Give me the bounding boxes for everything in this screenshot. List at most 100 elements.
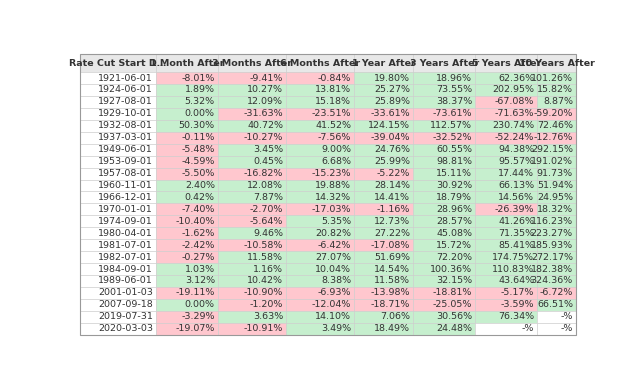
- Text: -7.56%: -7.56%: [318, 133, 351, 142]
- Text: 25.89%: 25.89%: [374, 97, 410, 106]
- Text: -71.63%: -71.63%: [495, 109, 534, 118]
- Bar: [286, 311, 355, 323]
- Text: 76.34%: 76.34%: [498, 312, 534, 321]
- Text: 0.00%: 0.00%: [185, 300, 215, 309]
- Bar: [537, 275, 576, 287]
- Bar: [286, 239, 355, 251]
- Bar: [286, 96, 355, 108]
- Text: 116.23%: 116.23%: [531, 217, 573, 226]
- Text: -6.72%: -6.72%: [540, 288, 573, 297]
- Bar: [156, 96, 218, 108]
- Bar: [218, 132, 286, 144]
- Bar: [476, 323, 537, 335]
- Text: 324.36%: 324.36%: [531, 276, 573, 285]
- Text: 18.79%: 18.79%: [436, 193, 472, 202]
- Bar: [156, 203, 218, 215]
- Bar: [80, 287, 156, 299]
- Text: -25.05%: -25.05%: [433, 300, 472, 309]
- Bar: [80, 263, 156, 275]
- Text: 13.81%: 13.81%: [315, 85, 351, 94]
- Bar: [156, 275, 218, 287]
- Text: -59.20%: -59.20%: [534, 109, 573, 118]
- Bar: [286, 299, 355, 311]
- Text: 30.56%: 30.56%: [436, 312, 472, 321]
- Bar: [413, 179, 476, 191]
- Bar: [355, 120, 413, 132]
- Bar: [218, 167, 286, 179]
- Bar: [476, 311, 537, 323]
- Text: 2001-01-03: 2001-01-03: [98, 288, 153, 297]
- Bar: [80, 215, 156, 227]
- Text: 18.32%: 18.32%: [537, 205, 573, 214]
- Text: 1924-06-01: 1924-06-01: [98, 85, 153, 94]
- Bar: [156, 311, 218, 323]
- Text: 6.68%: 6.68%: [321, 157, 351, 166]
- Text: -16.82%: -16.82%: [244, 169, 283, 178]
- Bar: [80, 84, 156, 96]
- Bar: [476, 299, 537, 311]
- Bar: [286, 84, 355, 96]
- Bar: [286, 251, 355, 263]
- Bar: [537, 311, 576, 323]
- Text: 1937-03-01: 1937-03-01: [98, 133, 153, 142]
- Text: -67.08%: -67.08%: [495, 97, 534, 106]
- Bar: [80, 132, 156, 144]
- Bar: [476, 251, 537, 263]
- Text: 3 Years After: 3 Years After: [410, 59, 479, 68]
- Bar: [286, 215, 355, 227]
- Bar: [537, 120, 576, 132]
- Bar: [156, 191, 218, 203]
- Text: 185.93%: 185.93%: [531, 241, 573, 249]
- Text: 1980-04-01: 1980-04-01: [98, 229, 153, 238]
- Text: -10.90%: -10.90%: [244, 288, 283, 297]
- Bar: [476, 215, 537, 227]
- Text: -5.17%: -5.17%: [500, 288, 534, 297]
- Text: 14.56%: 14.56%: [498, 193, 534, 202]
- Text: 1 Year After: 1 Year After: [352, 59, 415, 68]
- Bar: [80, 167, 156, 179]
- Bar: [413, 311, 476, 323]
- Bar: [156, 263, 218, 275]
- Text: 10.42%: 10.42%: [247, 276, 283, 285]
- Text: -17.08%: -17.08%: [371, 241, 410, 249]
- Text: 7.87%: 7.87%: [253, 193, 283, 202]
- Text: 71.35%: 71.35%: [498, 229, 534, 238]
- Text: 27.07%: 27.07%: [316, 253, 351, 261]
- Text: -10.91%: -10.91%: [244, 324, 283, 333]
- Text: 6 Months After: 6 Months After: [280, 59, 360, 68]
- Bar: [413, 132, 476, 144]
- Text: -33.61%: -33.61%: [371, 109, 410, 118]
- Text: -1.20%: -1.20%: [250, 300, 283, 309]
- Text: 60.55%: 60.55%: [436, 145, 472, 154]
- Bar: [286, 108, 355, 120]
- Text: -10.40%: -10.40%: [175, 217, 215, 226]
- Bar: [413, 191, 476, 203]
- Text: -15.23%: -15.23%: [312, 169, 351, 178]
- Bar: [537, 167, 576, 179]
- Text: 95.57%: 95.57%: [498, 157, 534, 166]
- Bar: [537, 215, 576, 227]
- Bar: [476, 275, 537, 287]
- Bar: [537, 156, 576, 167]
- Text: 2007-09-18: 2007-09-18: [98, 300, 153, 309]
- Bar: [80, 203, 156, 215]
- Bar: [218, 263, 286, 275]
- Bar: [476, 227, 537, 239]
- Text: 28.57%: 28.57%: [436, 217, 472, 226]
- Bar: [537, 144, 576, 156]
- Bar: [413, 251, 476, 263]
- Text: -8.01%: -8.01%: [182, 74, 215, 82]
- Bar: [537, 191, 576, 203]
- Bar: [218, 287, 286, 299]
- Bar: [80, 96, 156, 108]
- Bar: [537, 179, 576, 191]
- Text: 3.45%: 3.45%: [253, 145, 283, 154]
- Text: 18.96%: 18.96%: [436, 74, 472, 82]
- Bar: [413, 72, 476, 84]
- Bar: [80, 179, 156, 191]
- Bar: [218, 144, 286, 156]
- Bar: [413, 275, 476, 287]
- Bar: [80, 144, 156, 156]
- Bar: [476, 108, 537, 120]
- Bar: [218, 311, 286, 323]
